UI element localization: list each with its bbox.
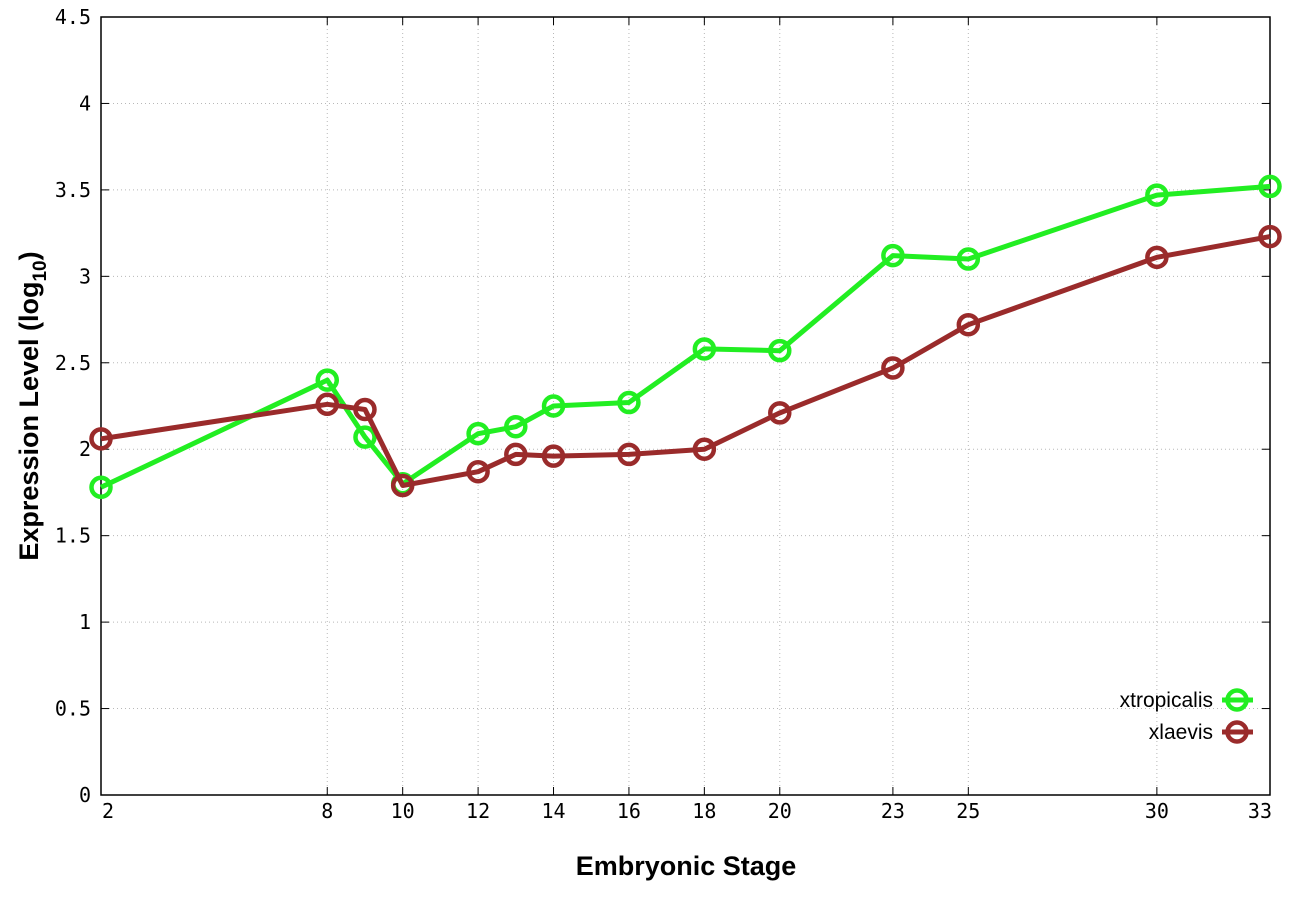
- x-tick-label: 16: [617, 799, 641, 823]
- data-point: [617, 390, 641, 415]
- legend-label: xtropicalis: [1120, 689, 1213, 712]
- data-point: [390, 473, 415, 498]
- data-point: [89, 475, 113, 500]
- y-axis-title-close: ): [14, 251, 44, 260]
- x-tick-label: 18: [692, 799, 716, 823]
- data-point: [956, 247, 981, 271]
- y-tick-label: 4.5: [55, 5, 91, 29]
- x-tick-label: 12: [466, 799, 490, 823]
- y-tick-label: 2: [79, 437, 91, 461]
- x-tick-label: 2: [102, 799, 114, 823]
- data-point: [353, 397, 377, 422]
- data-point: [881, 356, 905, 380]
- y-axis-title: Expression Level (log10): [14, 251, 51, 560]
- y-tick-label: 4: [79, 91, 91, 115]
- legend: xtropicalis xlaevis: [1120, 688, 1253, 744]
- data-point: [617, 442, 641, 467]
- data-point: [315, 392, 340, 417]
- x-tick-label: 25: [956, 799, 980, 823]
- legend-marker: [1225, 688, 1249, 712]
- data-point: [541, 444, 566, 468]
- data-point: [1258, 224, 1282, 249]
- x-tick-label: 10: [391, 799, 415, 823]
- y-axis-title-subscript: 10: [30, 260, 51, 281]
- data-point: [692, 437, 717, 461]
- data-point: [956, 312, 981, 337]
- data-point: [89, 427, 113, 451]
- x-tick-label: 30: [1145, 799, 1169, 823]
- data-point: [768, 338, 792, 363]
- legend-label: xlaevis: [1149, 721, 1213, 744]
- data-point: [466, 421, 490, 446]
- series-group: [89, 174, 1282, 500]
- x-tick-label: 8: [321, 799, 333, 823]
- series-line: [100, 234, 1271, 488]
- data-point: [315, 368, 340, 392]
- x-tick-label: 20: [768, 799, 792, 823]
- data-point: [768, 401, 792, 425]
- data-point: [466, 459, 490, 484]
- y-axis-title-main: Expression Level (log: [14, 282, 44, 561]
- data-point: [692, 337, 717, 361]
- data-point: [353, 425, 377, 449]
- y-tick-label: 0: [79, 783, 91, 807]
- data-point: [881, 243, 905, 268]
- y-tick-label: 1: [79, 610, 91, 634]
- x-tick-label: 14: [541, 799, 565, 823]
- plot-frame: [100, 16, 1271, 796]
- x-tick-label: 23: [881, 799, 905, 823]
- y-tick-label: 2.5: [55, 351, 91, 375]
- data-point: [1145, 245, 1169, 270]
- data-point: [504, 442, 528, 467]
- series-line: [99, 183, 1271, 490]
- y-tick-label: 0.5: [55, 697, 91, 721]
- data-point: [541, 394, 566, 418]
- series-xlaevis: [89, 224, 1282, 498]
- data-point: [504, 414, 528, 439]
- x-tick-label: 33: [1248, 799, 1272, 823]
- y-tick-label: 3.5: [55, 178, 91, 202]
- y-tick-label: 3: [79, 264, 91, 288]
- data-point: [1145, 183, 1169, 207]
- x-axis-title: Embryonic Stage: [576, 851, 797, 881]
- data-point: [1258, 174, 1282, 199]
- axis-ticks: 0 0.5 1 1.5 2 2.5 3 3.5 4 4.5 2 8 10 12 14 16 18 20 23 25 30…: [55, 5, 1272, 823]
- y-tick-label: 1.5: [55, 524, 91, 548]
- legend-marker: [1225, 720, 1249, 744]
